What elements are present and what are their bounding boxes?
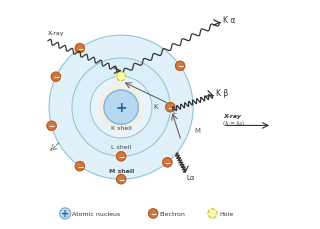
Text: −: − — [118, 175, 124, 184]
Circle shape — [49, 36, 193, 179]
Text: +: + — [115, 101, 127, 115]
Circle shape — [72, 59, 170, 157]
Circle shape — [163, 158, 172, 167]
Circle shape — [47, 122, 56, 131]
Circle shape — [75, 44, 84, 54]
Text: Hole: Hole — [219, 211, 233, 216]
Text: M shell: M shell — [108, 168, 134, 173]
Text: −: − — [77, 44, 83, 53]
Circle shape — [176, 62, 185, 71]
Text: −: − — [118, 152, 124, 161]
Text: K: K — [154, 104, 158, 109]
Circle shape — [166, 103, 175, 112]
Text: −: − — [53, 73, 59, 82]
Text: −: − — [77, 162, 83, 171]
Text: −: − — [177, 62, 183, 71]
Text: (λ = λ₀): (λ = λ₀) — [223, 120, 244, 125]
Text: −: − — [48, 122, 55, 131]
Text: −: − — [167, 103, 173, 112]
Text: Electron: Electron — [160, 211, 185, 216]
Circle shape — [100, 86, 143, 129]
Circle shape — [60, 208, 71, 219]
Circle shape — [116, 152, 126, 161]
Circle shape — [208, 209, 217, 218]
Text: L shell: L shell — [111, 144, 131, 149]
Text: K β: K β — [216, 88, 228, 97]
Circle shape — [116, 72, 126, 82]
Circle shape — [116, 175, 126, 184]
Circle shape — [75, 162, 84, 171]
Text: −: − — [164, 158, 171, 167]
Text: K α: K α — [223, 16, 235, 25]
Text: L: L — [172, 109, 176, 115]
Text: X-ray: X-ray — [223, 113, 241, 118]
Text: K shell: K shell — [111, 126, 132, 131]
Circle shape — [51, 73, 60, 82]
Circle shape — [148, 209, 158, 218]
Text: Atomic nucleus: Atomic nucleus — [72, 211, 121, 216]
Text: Lα: Lα — [187, 174, 195, 180]
Circle shape — [90, 77, 152, 138]
Text: +: + — [61, 209, 69, 218]
Text: X-ray: X-ray — [48, 31, 65, 36]
Circle shape — [104, 91, 138, 125]
Text: M: M — [194, 128, 200, 134]
Text: −: − — [150, 209, 156, 218]
